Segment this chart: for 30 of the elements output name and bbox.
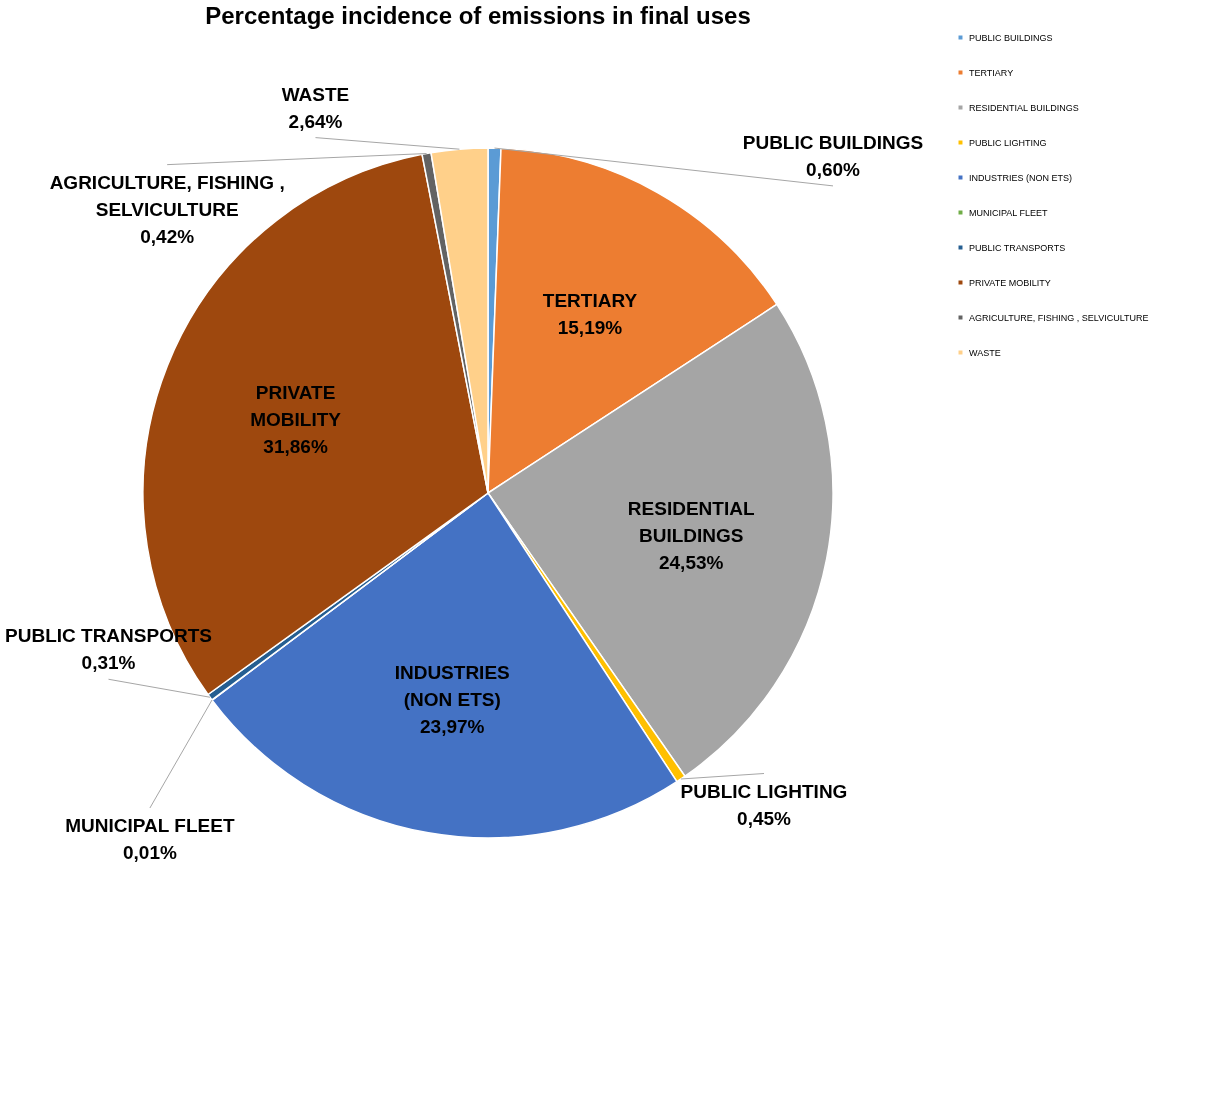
legend-label: RESIDENTIAL BUILDINGS [969, 102, 1079, 113]
slice-label: MUNICIPAL FLEET [65, 815, 235, 836]
legend-label: AGRICULTURE, FISHING , SELVICULTURE [969, 312, 1149, 323]
legend-label: INDUSTRIES (NON ETS) [969, 172, 1073, 183]
legend-label: PUBLIC LIGHTING [969, 137, 1047, 148]
data-label: 0,42% [140, 225, 195, 247]
data-label: 2,64% [288, 110, 343, 132]
data-label: 24,53% [658, 551, 724, 573]
legend-label: WASTE [969, 347, 1001, 358]
data-label: 31,86% [263, 435, 328, 457]
slice-label: AGRICULTURE, FISHING , SELVICULTURE [49, 171, 285, 220]
legend-label: MUNICIPAL FLEET [969, 207, 1049, 218]
data-label: 23,97% [419, 715, 485, 737]
slice-label: PUBLIC BUILDINGS [742, 131, 924, 153]
slice-label: TERTIARY [542, 289, 638, 311]
data-label: 0,45% [737, 807, 792, 829]
data-label: 0,60% [806, 158, 861, 180]
legend-label: PUBLIC BUILDINGS [969, 32, 1053, 43]
slice-label: PRIVATE MOBILITY [250, 381, 342, 430]
legend-label: PUBLIC TRANSPORTS [969, 242, 1066, 253]
data-label: 0,01% [122, 842, 177, 863]
slice-label: INDUSTRIES (NON ETS) [394, 661, 510, 710]
data-label: 0,31% [81, 652, 136, 674]
slice-label: PUBLIC LIGHTING [680, 780, 848, 802]
chart-title: Percentage incidence of emissions in final uses [205, 2, 751, 29]
slice-label: WASTE [281, 83, 350, 105]
legend-label: TERTIARY [969, 67, 1014, 78]
legend-label: PRIVATE MOBILITY [969, 277, 1051, 288]
data-label: 15,19% [557, 316, 623, 338]
slice-label: RESIDENTIAL BUILDINGS [627, 497, 755, 546]
